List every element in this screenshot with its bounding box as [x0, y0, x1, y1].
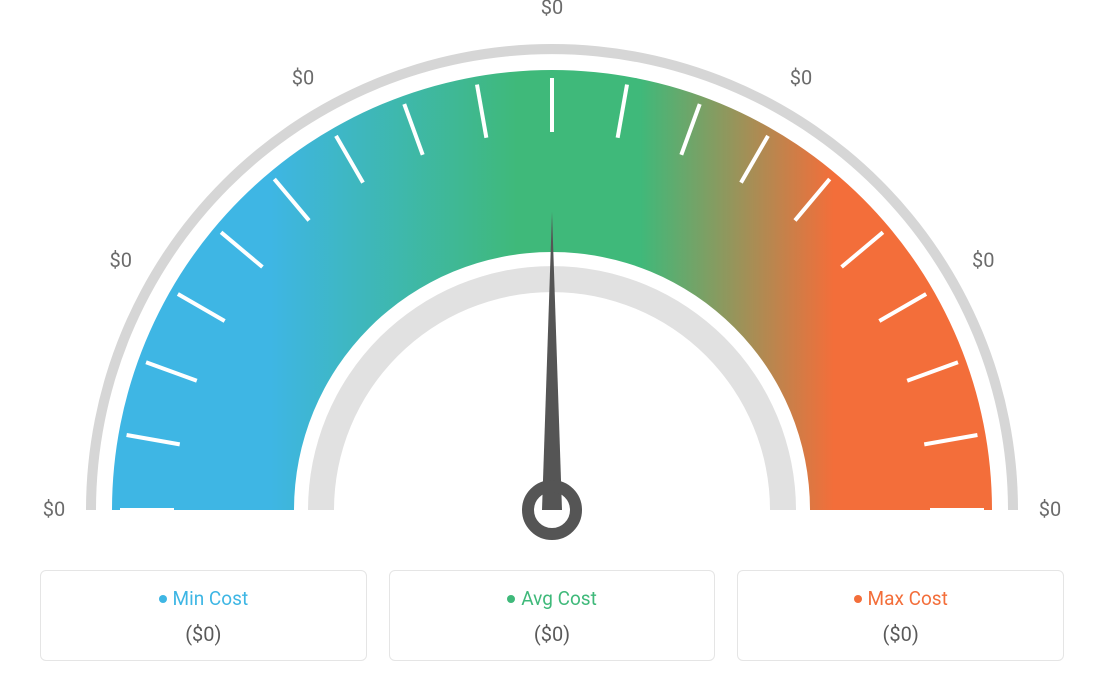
legend-label-max: Max Cost [868, 587, 948, 610]
legend-row: Min Cost ($0) Avg Cost ($0) Max Cost ($0… [0, 560, 1104, 661]
legend-dot-min [159, 595, 167, 603]
legend-dot-max [854, 595, 862, 603]
legend-value-min: ($0) [51, 622, 356, 646]
legend-card-avg: Avg Cost ($0) [389, 570, 716, 661]
svg-text:$0: $0 [790, 66, 812, 90]
legend-card-min: Min Cost ($0) [40, 570, 367, 661]
svg-text:$0: $0 [43, 497, 65, 521]
gauge-chart: $0 $0 $0 $0 $0 $0 $0 [2, 0, 1102, 560]
legend-card-max: Max Cost ($0) [737, 570, 1064, 661]
legend-value-avg: ($0) [400, 622, 705, 646]
svg-text:$0: $0 [1039, 497, 1061, 521]
svg-text:$0: $0 [292, 66, 314, 90]
legend-dot-avg [507, 595, 515, 603]
legend-title-min: Min Cost [51, 587, 356, 610]
legend-title-max: Max Cost [748, 587, 1053, 610]
legend-label-avg: Avg Cost [521, 587, 597, 610]
svg-text:$0: $0 [109, 248, 131, 272]
gauge-svg: $0 $0 $0 $0 $0 $0 $0 [2, 0, 1102, 560]
legend-value-max: ($0) [748, 622, 1053, 646]
svg-text:$0: $0 [541, 0, 563, 19]
legend-title-avg: Avg Cost [400, 587, 705, 610]
legend-label-min: Min Cost [173, 587, 249, 610]
svg-text:$0: $0 [972, 248, 994, 272]
